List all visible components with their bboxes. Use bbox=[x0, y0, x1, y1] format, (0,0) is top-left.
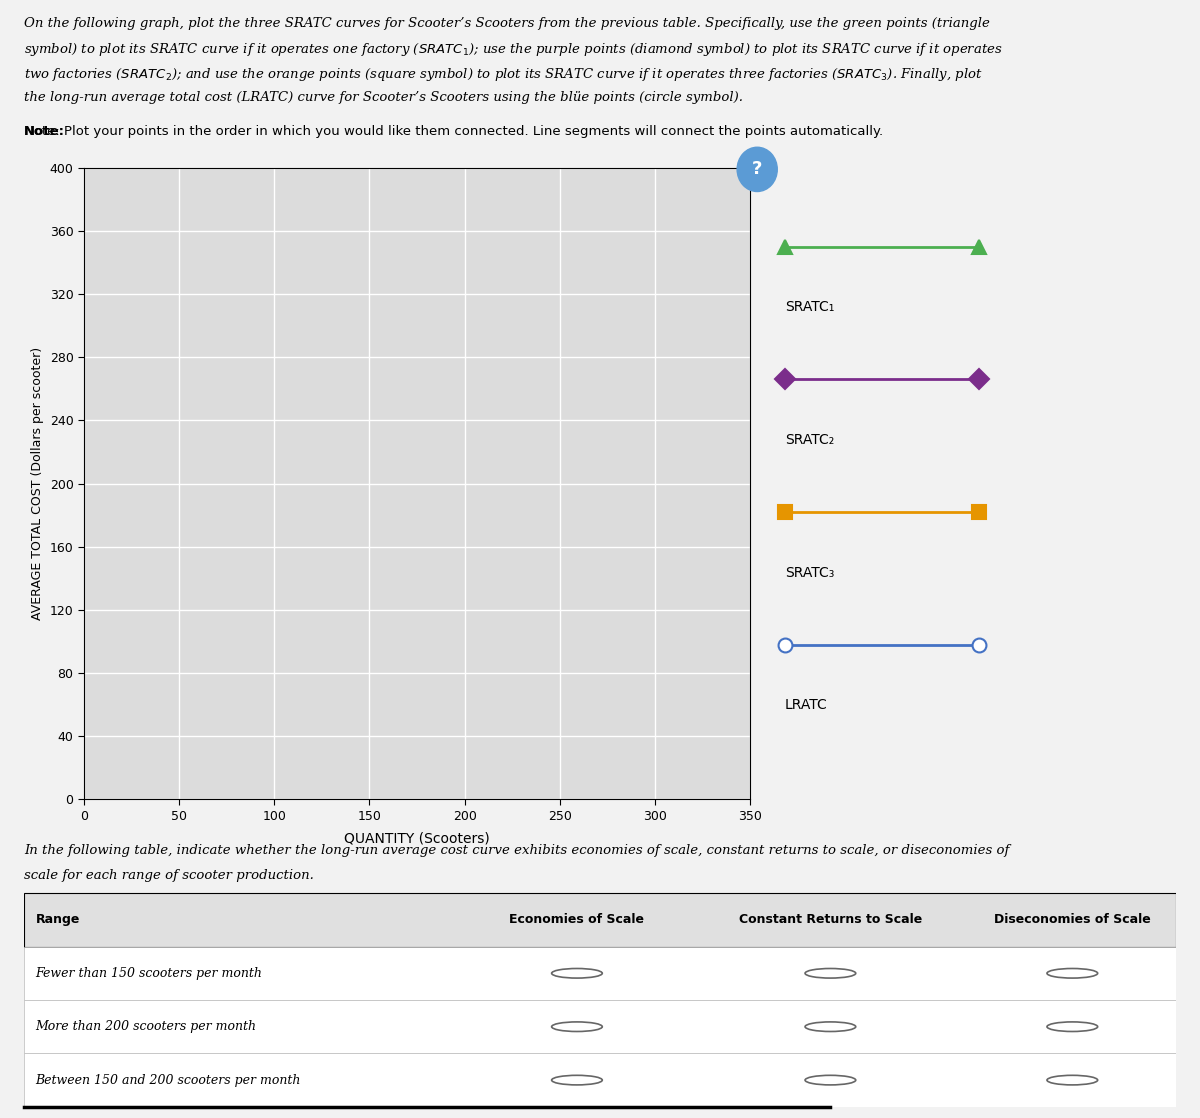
Circle shape bbox=[805, 968, 856, 978]
Text: Range: Range bbox=[36, 913, 80, 927]
Circle shape bbox=[552, 1076, 602, 1084]
Bar bbox=[24, 1053, 1176, 1107]
Text: More than 200 scooters per month: More than 200 scooters per month bbox=[36, 1021, 257, 1033]
Text: Economies of Scale: Economies of Scale bbox=[510, 913, 644, 927]
Circle shape bbox=[552, 1022, 602, 1032]
Bar bbox=[24, 999, 1176, 1053]
Bar bbox=[24, 893, 1176, 947]
Circle shape bbox=[1046, 968, 1098, 978]
Circle shape bbox=[1046, 1022, 1098, 1032]
Text: two factories ($SRATC_2$); and use the orange points (square symbol) to plot its: two factories ($SRATC_2$); and use the o… bbox=[24, 66, 983, 83]
Y-axis label: AVERAGE TOTAL COST (Dollars per scooter): AVERAGE TOTAL COST (Dollars per scooter) bbox=[31, 347, 44, 620]
Text: Note: Plot your points in the order in which you would like them connected. Line: Note: Plot your points in the order in w… bbox=[24, 125, 883, 139]
Text: SRATC₂: SRATC₂ bbox=[785, 433, 834, 447]
Text: ?: ? bbox=[752, 160, 762, 179]
Circle shape bbox=[805, 1076, 856, 1084]
Circle shape bbox=[805, 1022, 856, 1032]
Text: Between 150 and 200 scooters per month: Between 150 and 200 scooters per month bbox=[36, 1073, 301, 1087]
Text: Diseconomies of Scale: Diseconomies of Scale bbox=[994, 913, 1151, 927]
Text: SRATC₃: SRATC₃ bbox=[785, 566, 834, 579]
Text: scale for each range of scooter production.: scale for each range of scooter producti… bbox=[24, 869, 314, 882]
Text: symbol) to plot its SRATC curve if it operates one factory ($SRATC_1$); use the : symbol) to plot its SRATC curve if it op… bbox=[24, 41, 1003, 58]
Text: In the following table, indicate whether the long-run average cost curve exhibit: In the following table, indicate whether… bbox=[24, 844, 1009, 858]
Bar bbox=[24, 947, 1176, 999]
Text: Fewer than 150 scooters per month: Fewer than 150 scooters per month bbox=[36, 967, 263, 979]
Text: LRATC: LRATC bbox=[785, 699, 828, 712]
Circle shape bbox=[552, 968, 602, 978]
Text: the long-run average total cost (LRATC) curve for Scooter’s Scooters using the b: the long-run average total cost (LRATC) … bbox=[24, 91, 743, 104]
X-axis label: QUANTITY (Scooters): QUANTITY (Scooters) bbox=[344, 831, 490, 845]
Text: Constant Returns to Scale: Constant Returns to Scale bbox=[739, 913, 922, 927]
Text: SRATC₁: SRATC₁ bbox=[785, 301, 834, 314]
Circle shape bbox=[737, 148, 778, 191]
Text: On the following graph, plot the three SRATC curves for Scooter’s Scooters from : On the following graph, plot the three S… bbox=[24, 17, 990, 30]
Circle shape bbox=[1046, 1076, 1098, 1084]
Text: Note:: Note: bbox=[24, 125, 65, 139]
